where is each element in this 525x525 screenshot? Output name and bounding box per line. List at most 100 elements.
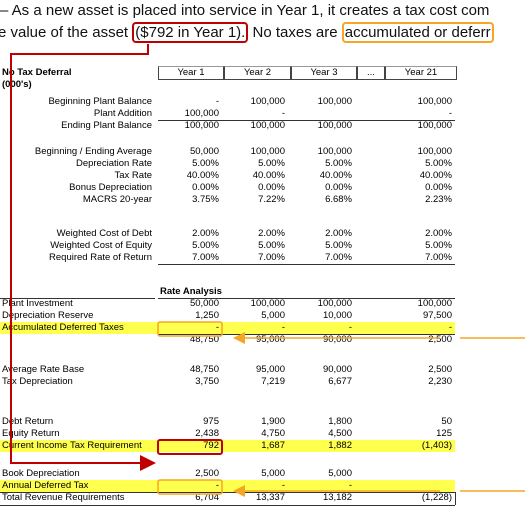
cell: 100,000: [417, 120, 452, 131]
cell: -: [448, 108, 452, 119]
row-label: Book Depreciation: [2, 468, 80, 479]
cell: 2,438: [195, 428, 219, 439]
cell: -: [215, 480, 219, 491]
cell: 40.00%: [319, 170, 352, 181]
cell: -: [281, 322, 285, 333]
row-label: Plant Investment: [2, 298, 73, 309]
cell: 2.00%: [192, 228, 219, 239]
cell: 125: [436, 428, 452, 439]
cell: -: [281, 108, 285, 119]
cell: 7.00%: [325, 252, 352, 263]
row-label: Debt Return: [2, 416, 54, 427]
row-label: Weighted Cost of Debt: [56, 228, 152, 239]
cell: 2.00%: [258, 228, 285, 239]
cell: 2.00%: [425, 228, 452, 239]
cell: -: [448, 322, 452, 333]
cell: 5.00%: [258, 240, 285, 251]
cell: 7.00%: [425, 252, 452, 263]
section-title: Rate Analysis: [160, 286, 222, 297]
cell: 1,800: [328, 416, 352, 427]
rule: [455, 492, 456, 505]
cell: 100,000: [417, 96, 452, 107]
cell: 100,000: [250, 96, 285, 107]
row-label: Bonus Depreciation: [69, 182, 152, 193]
cell: 100,000: [184, 120, 219, 131]
cell: 1,900: [261, 416, 285, 427]
cell: 100,000: [250, 120, 285, 131]
row-label: Weighted Cost of Equity: [50, 240, 152, 251]
cell: 975: [203, 416, 219, 427]
cell: 90,000: [322, 364, 352, 375]
cell: 100,000: [317, 96, 352, 107]
cell: 6,677: [328, 376, 352, 387]
cell: 5.00%: [325, 240, 352, 251]
column-header: Year 21: [385, 66, 457, 80]
cell: 3.75%: [192, 194, 219, 205]
cell: 100,000: [417, 146, 452, 157]
cell: 100,000: [317, 298, 352, 309]
cell: 1,250: [195, 310, 219, 321]
cell: 100,000: [250, 298, 285, 309]
cell: 40.00%: [186, 170, 219, 181]
cell: 50,000: [189, 146, 219, 157]
intro-line: e value of the asset ($792 in Year 1). N…: [0, 22, 523, 43]
cell: 10,000: [322, 310, 352, 321]
cell: 6,704: [195, 492, 219, 503]
rule: [158, 334, 455, 335]
row-label: Beginning Plant Balance: [48, 96, 152, 107]
cell: 2,500: [195, 468, 219, 479]
cell: -: [348, 322, 352, 333]
cell: 5,000: [328, 468, 352, 479]
cell: 2.00%: [325, 228, 352, 239]
cell: 2.23%: [425, 194, 452, 205]
rule: [0, 298, 155, 299]
intro-line: – As a new asset is placed into service …: [0, 2, 490, 19]
row-label: Beginning / Ending Average: [34, 146, 152, 157]
cell: 5.00%: [325, 158, 352, 169]
intro-text: No taxes are: [252, 24, 338, 41]
highlight-box: accumulated or deferr: [341, 22, 494, 43]
cell: 5.00%: [425, 158, 452, 169]
cell: -: [348, 480, 352, 491]
row-label: Current Income Tax Requirement: [2, 440, 142, 451]
cell: 3,750: [195, 376, 219, 387]
cell: 1,687: [261, 440, 285, 451]
cell: 5,000: [261, 310, 285, 321]
cell: 5,000: [261, 468, 285, 479]
cell: 13,182: [322, 492, 352, 503]
cell: 5.00%: [258, 158, 285, 169]
row-label: Depreciation Reserve: [2, 310, 94, 321]
cell: 792: [203, 440, 219, 451]
cell: 13,337: [255, 492, 285, 503]
cell: -: [281, 480, 285, 491]
rule: [0, 505, 455, 506]
row-label: Plant Addition: [93, 108, 152, 119]
rule: [158, 264, 455, 265]
table-title: No Tax Deferral: [2, 67, 72, 78]
table-unit: (000's): [2, 79, 32, 90]
cell: 0.00%: [325, 182, 352, 193]
cell: 48,750: [189, 364, 219, 375]
cell: 48,750: [189, 334, 219, 345]
cell: 5.00%: [192, 158, 219, 169]
cell: 97,500: [422, 310, 452, 321]
cell: 90,000: [322, 334, 352, 345]
cell: 100,000: [184, 108, 219, 119]
cell: 2,230: [428, 376, 452, 387]
cell: 7.00%: [258, 252, 285, 263]
row-label: Tax Depreciation: [2, 376, 73, 387]
rule: [0, 492, 455, 493]
cell: (1,403): [421, 440, 452, 451]
row-label: Equity Return: [2, 428, 60, 439]
cell: 7.22%: [258, 194, 285, 205]
cell: 7.00%: [192, 252, 219, 263]
row-label: Required Rate of Return: [49, 252, 152, 263]
row-label: Average Rate Base: [2, 364, 85, 375]
cell: 95,000: [255, 334, 285, 345]
cell: 40.00%: [252, 170, 285, 181]
cell: 1,882: [328, 440, 352, 451]
cell: -: [215, 96, 219, 107]
cell: 0.00%: [425, 182, 452, 193]
cell: 4,500: [328, 428, 352, 439]
